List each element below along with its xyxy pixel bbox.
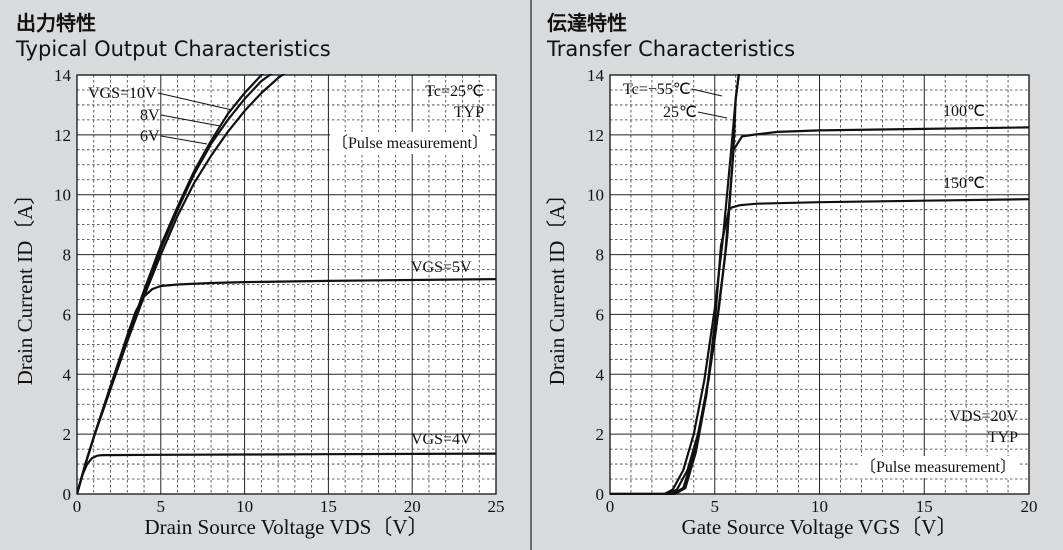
series-label: 150℃ [943,175,985,192]
chart-title-en: Typical Output Characteristics [16,37,331,61]
series-label-leader [160,135,208,145]
y-tick-label: 14 [54,66,72,85]
output-characteristics-panel: 出力特性 Typical Output Characteristics 0 5 10… [0,0,530,550]
y-tick-label: 0 [63,485,72,504]
plot-frame [76,74,497,495]
panel-divider [530,0,532,550]
y-tick-label: 10 [54,186,71,205]
series-line [610,126,1029,495]
x-axis-label: Gate Source Voltage VGS〔V〕 [682,515,958,539]
y-tick-label: 6 [63,305,72,324]
x-tick-label: 20 [404,497,421,516]
chart-title-en: Transfer Characteristics [547,37,796,61]
chart-annotation: 〔Pulse measurement〕 [332,134,488,152]
y-tick-label: 2 [596,425,605,444]
annotation-background [330,132,490,154]
y-tick-label: 10 [587,186,604,205]
series-label-leader [160,114,221,127]
x-tick-label: 0 [73,497,82,516]
chart-annotation: TYP [988,429,1018,446]
chart-annotation: 〔Pulse measurement〕 [860,458,1016,476]
x-axis-label: Drain Source Voltage VDS〔V〕 [144,515,428,539]
output-characteristics-chart: 0 5 10 15 20 25 0 2 4 6 8 10 12 14 Drain Source Voltag… [13,66,505,539]
x-tick-label: 5 [157,497,166,516]
x-tick-label: 15 [916,497,933,516]
y-axis-label: Drain Current ID〔A〕 [13,184,37,386]
x-tick-label: 10 [236,497,253,516]
series-label: VGS=5V [411,259,472,276]
y-tick-label: 12 [54,126,71,145]
chart-annotation: VDS=20V [949,408,1018,425]
y-tick-label: 12 [587,126,604,145]
y-tick-label: 4 [596,365,605,384]
plot-frame [609,74,1030,495]
chart-annotation: TYP [454,104,484,121]
transfer-characteristics-chart: 0 5 10 15 20 0 2 4 6 8 10 12 14 Gate Source Voltage V… [545,66,1038,539]
chart-title-jp: 出力特性 [16,11,96,35]
series-label: VGS=4V [411,431,472,448]
series-label-leader [697,111,728,119]
series-label-leader [691,88,723,97]
y-tick-label: 6 [596,305,605,324]
series-label: VGS=10V [88,85,157,102]
y-tick-label: 14 [587,66,605,85]
y-tick-label: 8 [596,246,605,265]
series-label: 100℃ [943,103,985,120]
y-tick-label: 0 [596,485,605,504]
x-tick-label: 0 [606,497,615,516]
series-line [610,198,1029,495]
y-tick-label: 4 [63,365,72,384]
annotation-background [858,456,1018,478]
series-line [77,452,496,495]
y-axis-label: Drain Current ID〔A〕 [545,184,569,386]
y-tick-label: 2 [63,425,72,444]
chart-annotation: Tc=25℃ [425,83,484,100]
series-line [77,278,496,495]
series-label: Tc=−55℃ [623,81,691,98]
chart-title-jp: 伝達特性 [547,11,627,35]
series-label: 8V [140,107,160,124]
x-tick-label: 25 [488,497,505,516]
x-tick-label: 20 [1021,497,1038,516]
series-label-leader [157,92,233,111]
transfer-characteristics-panel: 伝達特性 Transfer Characteristics 0 5 10 15 20 0 2… [532,0,1063,550]
x-tick-label: 15 [320,497,337,516]
series-label: 6V [140,128,160,145]
y-tick-label: 8 [63,246,72,265]
x-tick-label: 5 [711,497,720,516]
series-line [610,74,740,495]
x-tick-label: 10 [811,497,828,516]
series-label: 25℃ [663,104,697,121]
